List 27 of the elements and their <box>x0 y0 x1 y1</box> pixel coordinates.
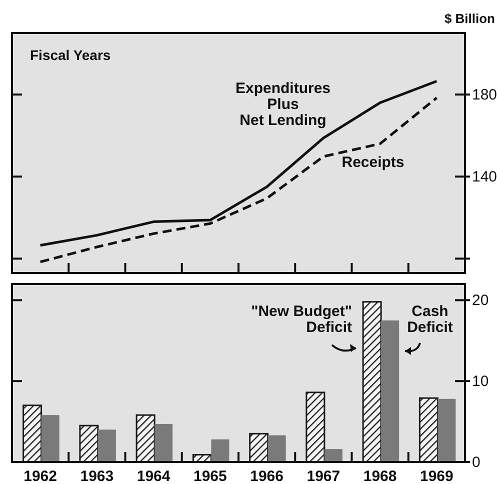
series-label: "New Budget" Deficit <box>251 303 352 336</box>
y-tick-label: 10 <box>472 372 489 390</box>
bar <box>211 439 230 462</box>
x-tick-label: 1967 <box>306 468 340 484</box>
x-tick-label: 1962 <box>24 468 57 484</box>
x-tick-label: 1964 <box>136 468 171 484</box>
y-axis-title: $ Billion <box>444 11 496 26</box>
bar <box>381 320 400 462</box>
series-label: Receipts <box>342 154 404 171</box>
x-tick-label: 1969 <box>420 468 454 484</box>
y-tick-label: 0 <box>472 454 480 471</box>
x-tick-label: 1966 <box>250 468 284 484</box>
bar <box>324 449 342 462</box>
x-tick-label: 1965 <box>194 468 227 484</box>
x-tick-label: 1963 <box>80 468 114 484</box>
series-label: Expenditures Plus Net Lending <box>235 80 331 129</box>
x-tick-label: 1968 <box>363 468 397 484</box>
bar <box>268 435 286 462</box>
y-tick-label: 140 <box>472 168 497 186</box>
bar <box>154 424 173 462</box>
bar <box>98 430 116 462</box>
annotation: Fiscal Years <box>30 47 111 63</box>
y-tick-label: 20 <box>472 292 489 309</box>
bar <box>438 398 456 462</box>
y-tick-label: 180 <box>472 86 497 104</box>
bar <box>41 415 60 462</box>
series-label: Cash Deficit <box>407 303 453 336</box>
